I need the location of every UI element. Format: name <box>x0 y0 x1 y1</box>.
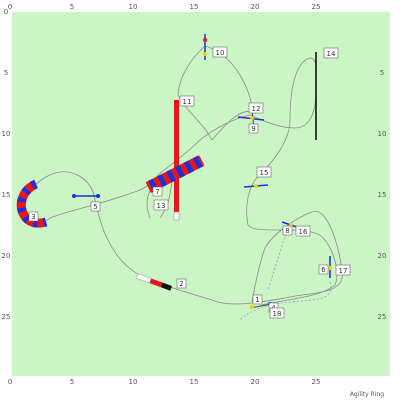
obstacle-number-18: 18 <box>273 310 282 318</box>
y-tick-right-5: 5 <box>380 69 384 77</box>
obstacle-number-8: 8 <box>285 227 289 235</box>
obstacle-number-7: 7 <box>155 188 159 196</box>
number-box-12 <box>248 102 264 114</box>
y-tick-left-20: 20 <box>2 252 11 260</box>
x-tick-bottom-25: 25 <box>312 378 321 386</box>
x-tick-top-10: 10 <box>129 3 138 11</box>
tunnel-7-stripe-2 <box>157 174 168 188</box>
bottom-axis: 0 5 10 15 20 25 <box>8 378 321 386</box>
tunnel-7-stripe-3 <box>166 169 176 183</box>
jump-1-pole-left <box>250 305 254 309</box>
right-axis: 5 10 15 20 25 <box>378 69 387 321</box>
y-tick-right-20: 20 <box>378 252 387 260</box>
tunnel-7-stripe-5 <box>183 160 194 174</box>
jump-17 <box>327 256 333 278</box>
x-tick-bottom-15: 15 <box>190 378 199 386</box>
course-path-dashed <box>239 225 332 321</box>
y-tick-left-10: 10 <box>2 130 11 138</box>
obstacle-number-10: 10 <box>216 49 225 57</box>
path-segment-dashed-b <box>267 225 289 291</box>
jump-5-pole-right <box>96 194 100 198</box>
jump-17-pole <box>327 265 333 271</box>
obstacle-number-6: 6 <box>321 266 326 274</box>
y-tick-left-0: 0 <box>4 8 8 16</box>
dogwalk-2-middle <box>149 278 163 288</box>
number-box-14 <box>323 47 339 59</box>
tunnel-3-stripes <box>16 179 48 228</box>
jump-5 <box>72 194 100 198</box>
y-tick-right-10: 10 <box>378 130 387 138</box>
number-box-7 <box>152 186 163 197</box>
obstacle-number-9: 9 <box>251 125 255 133</box>
jump-12-pole <box>250 116 254 120</box>
number-box-1 <box>252 294 263 305</box>
y-tick-left-15: 15 <box>2 191 11 199</box>
number-box-11 <box>179 95 195 107</box>
x-tick-bottom-10: 10 <box>129 378 138 386</box>
weave-poles-11 <box>173 100 180 221</box>
tunnel-7-stripe-6 <box>192 155 203 169</box>
dogwalk-2 <box>136 273 173 291</box>
weave-poles-11-bar <box>174 100 179 212</box>
tunnel-3 <box>16 179 48 228</box>
jump-10-pole-top <box>203 38 207 42</box>
obstacle-number-12: 12 <box>252 105 261 113</box>
obstacle-number-16: 16 <box>299 228 308 236</box>
x-tick-bottom-5: 5 <box>70 378 74 386</box>
x-tick-top-0: 0 <box>8 3 12 11</box>
dogwalk-2-right <box>160 282 173 291</box>
number-box-13 <box>153 199 169 211</box>
y-tick-right-15: 15 <box>378 191 387 199</box>
path-segment-main <box>23 57 343 306</box>
obstacle-number-2: 2 <box>179 280 183 288</box>
number-box-3 <box>28 211 39 222</box>
x-tick-top-5: 5 <box>70 3 74 11</box>
jump-5-pole-left <box>72 194 76 198</box>
tunnel-7-stripe-4 <box>174 165 185 178</box>
jump-10 <box>203 34 207 60</box>
obstacle-number-15: 15 <box>260 169 269 177</box>
y-tick-right-25: 25 <box>378 313 387 321</box>
x-tick-top-15: 15 <box>190 3 199 11</box>
number-box-16 <box>295 225 311 237</box>
jump-10-pole-bottom <box>203 52 207 56</box>
number-box-18 <box>269 307 285 319</box>
obstacle-number-11: 11 <box>183 98 192 106</box>
x-tick-bottom-0: 0 <box>8 378 12 386</box>
number-box-15 <box>256 166 272 178</box>
x-tick-bottom-20: 20 <box>251 378 260 386</box>
number-box-17 <box>335 264 351 276</box>
obstacle-number-14: 14 <box>327 50 336 58</box>
number-box-9 <box>248 123 259 134</box>
y-tick-left-25: 25 <box>2 313 11 321</box>
tunnel-7 <box>145 155 205 193</box>
obstacle-number-1: 1 <box>255 296 259 304</box>
number-box-2 <box>176 278 187 289</box>
obstacle-number-3: 3 <box>31 213 35 221</box>
obstacle-number-17: 17 <box>339 267 348 275</box>
credit-label: Agility Ring <box>350 391 384 398</box>
field-area <box>12 12 390 376</box>
jump-15 <box>243 184 269 188</box>
path-segment-dashed <box>239 281 332 321</box>
y-tick-left-5: 5 <box>4 69 8 77</box>
jump-15-pole <box>254 184 258 188</box>
number-box-8 <box>282 225 293 236</box>
number-box-5 <box>90 201 101 212</box>
top-axis: 0 5 10 15 20 25 <box>8 3 321 11</box>
weave-poles-11-base <box>173 211 180 221</box>
obstacle-labels: 1 2 3 4 5 6 7 8 9 10 11 12 13 14 15 16 1… <box>28 46 351 319</box>
x-tick-top-20: 20 <box>251 3 260 11</box>
left-axis: 0 5 10 15 20 25 <box>2 8 11 321</box>
number-box-6 <box>318 264 329 275</box>
number-box-10 <box>212 46 228 58</box>
obstacle-number-13: 13 <box>157 202 166 210</box>
obstacle-number-5: 5 <box>93 203 97 211</box>
x-tick-top-25: 25 <box>312 3 321 11</box>
